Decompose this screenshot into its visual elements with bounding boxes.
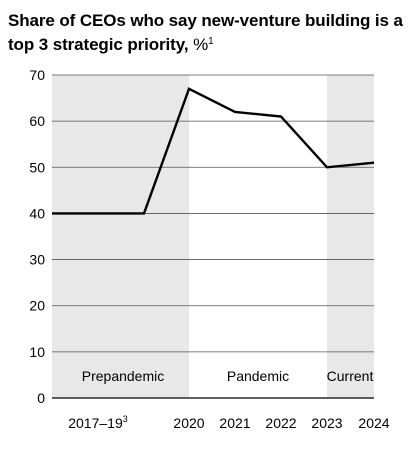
x-tick-footnote-mark: 3 [123,414,128,424]
y-tick-label: 40 [29,205,45,221]
x-tick-label: 2022 [265,415,296,431]
period-shade-prepandemic [52,75,189,398]
x-tick-label: 2021 [219,415,250,431]
y-tick-label: 70 [29,67,45,83]
period-label: Pandemic [227,368,289,384]
period-label: Prepandemic [82,368,165,384]
y-tick-label: 20 [29,298,45,314]
x-tick-label: 2024 [358,415,389,431]
chart-title-text: Share of CEOs who say new-venture buildi… [8,11,403,54]
y-tick-label: 60 [29,113,45,129]
y-tick-label: 30 [29,252,45,268]
y-tick-label: 0 [37,390,45,406]
period-label: Current [327,368,374,384]
x-tick-label: 2020 [173,415,204,431]
x-tick-label: 2023 [311,415,342,431]
x-tick-label: 2017–193 [68,414,128,431]
y-tick-label: 10 [29,344,45,360]
chart-title: Share of CEOs who say new-venture buildi… [8,10,408,55]
period-shade-current [327,75,374,398]
title-footnote-mark: 1 [208,36,214,47]
chart-title-unit: % [193,35,209,54]
y-tick-label: 50 [29,159,45,175]
